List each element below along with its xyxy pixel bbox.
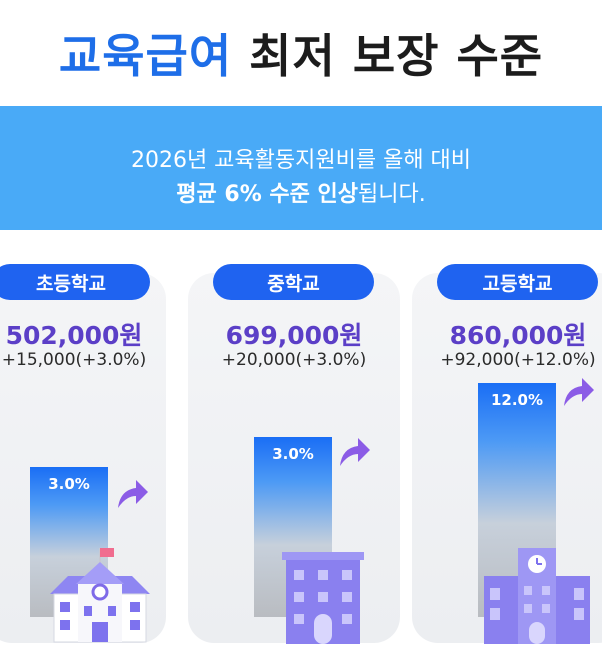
label-pill-middle: 중학교	[213, 264, 374, 300]
tall-building-icon	[484, 548, 590, 644]
bar-label-high: 12.0%	[490, 391, 544, 409]
label-pill-elementary: 초등학교	[0, 264, 150, 300]
banner-highlight: 평균 6% 수준 인상	[176, 182, 359, 207]
amount-elementary: 502,000원	[5, 321, 143, 350]
change-middle: +20,000(+3.0%)	[221, 350, 367, 370]
office-building-icon	[282, 552, 364, 644]
amount-high: 860,000원	[449, 321, 587, 350]
change-elementary: +15,000(+3.0%)	[1, 350, 147, 370]
title-accent: 교육급여	[58, 29, 233, 83]
school-building-icon	[50, 548, 150, 643]
title-rest: 최저 보장 수준	[249, 29, 544, 83]
label-pill-high: 고등학교	[437, 264, 598, 300]
up-arrow-icon	[564, 378, 594, 406]
up-arrow-icon	[118, 480, 148, 508]
up-arrow-icon	[340, 438, 370, 466]
banner-line-1: 2026년 교육활동지원비를 올해 대비	[130, 148, 472, 173]
page-title: 교육급여 최저 보장 수준	[0, 20, 602, 86]
banner-line-2: 평균 6% 수준 인상됩니다.	[0, 176, 602, 208]
change-high: +92,000(+12.0%)	[440, 350, 596, 370]
info-banner: 2026년 교육활동지원비를 올해 대비 평균 6% 수준 인상됩니다.	[0, 106, 602, 230]
bar-label-middle: 3.0%	[272, 445, 314, 463]
amount-middle: 699,000원	[225, 321, 363, 350]
bar-label-elementary: 3.0%	[48, 475, 90, 493]
banner-line-2-rest: 됩니다.	[358, 182, 426, 207]
